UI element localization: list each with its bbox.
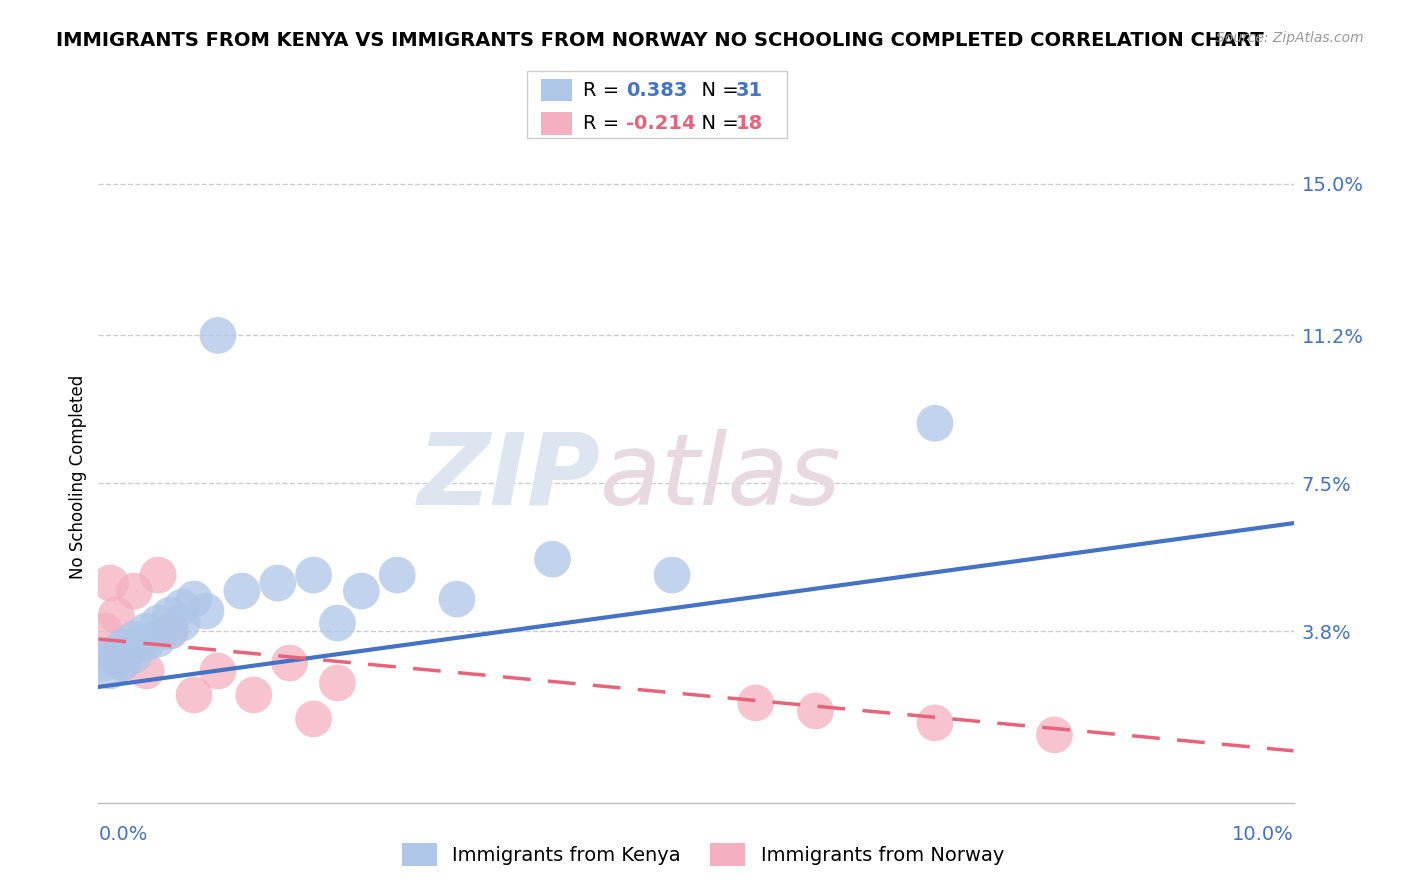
Text: 10.0%: 10.0% — [1232, 824, 1294, 844]
Text: IMMIGRANTS FROM KENYA VS IMMIGRANTS FROM NORWAY NO SCHOOLING COMPLETED CORRELATI: IMMIGRANTS FROM KENYA VS IMMIGRANTS FROM… — [56, 31, 1264, 50]
Point — [124, 632, 146, 646]
Point — [1043, 728, 1066, 742]
Point — [117, 644, 139, 658]
Point — [129, 636, 152, 650]
Text: 0.0%: 0.0% — [98, 824, 148, 844]
Text: 18: 18 — [735, 114, 762, 133]
Point — [111, 656, 134, 670]
Text: atlas: atlas — [600, 429, 842, 525]
Point — [385, 568, 409, 582]
Point — [135, 636, 157, 650]
Point — [159, 608, 181, 623]
Point — [148, 568, 170, 582]
Text: -0.214: -0.214 — [626, 114, 696, 133]
Point — [195, 604, 218, 618]
Point — [93, 656, 115, 670]
Point — [207, 328, 229, 343]
Point — [124, 584, 146, 599]
Point — [172, 615, 194, 630]
Legend: Immigrants from Kenya, Immigrants from Norway: Immigrants from Kenya, Immigrants from N… — [394, 835, 1012, 873]
Point — [326, 615, 349, 630]
Point — [100, 648, 122, 662]
Point — [745, 696, 768, 710]
Point — [105, 652, 128, 666]
Text: Source: ZipAtlas.com: Source: ZipAtlas.com — [1216, 31, 1364, 45]
Point — [804, 704, 827, 718]
Point — [172, 600, 194, 615]
Point — [148, 615, 170, 630]
Point — [267, 576, 290, 591]
Point — [326, 676, 349, 690]
Text: 0.383: 0.383 — [626, 80, 688, 100]
Text: N =: N = — [689, 80, 745, 100]
Point — [159, 624, 181, 638]
Point — [207, 664, 229, 678]
Point — [135, 624, 157, 638]
Point — [302, 712, 325, 726]
Text: 31: 31 — [735, 80, 762, 100]
Point — [100, 664, 122, 678]
Point — [100, 576, 122, 591]
Point — [231, 584, 253, 599]
Point — [278, 656, 301, 670]
Point — [111, 640, 134, 654]
Text: N =: N = — [689, 114, 745, 133]
Point — [124, 648, 146, 662]
Point — [924, 715, 946, 730]
Point — [446, 592, 468, 607]
Point — [243, 688, 266, 702]
Text: ZIP: ZIP — [418, 429, 600, 525]
Point — [93, 624, 115, 638]
Point — [302, 568, 325, 582]
Point — [105, 608, 128, 623]
Text: R =: R = — [583, 114, 626, 133]
Point — [135, 664, 157, 678]
Point — [924, 417, 946, 431]
Point — [159, 624, 181, 638]
Text: R =: R = — [583, 80, 626, 100]
Y-axis label: No Schooling Completed: No Schooling Completed — [69, 376, 87, 579]
Point — [183, 688, 205, 702]
Point — [350, 584, 373, 599]
Point — [148, 632, 170, 646]
Point — [661, 568, 683, 582]
Point — [111, 656, 134, 670]
Point — [541, 552, 564, 566]
Point — [183, 592, 205, 607]
